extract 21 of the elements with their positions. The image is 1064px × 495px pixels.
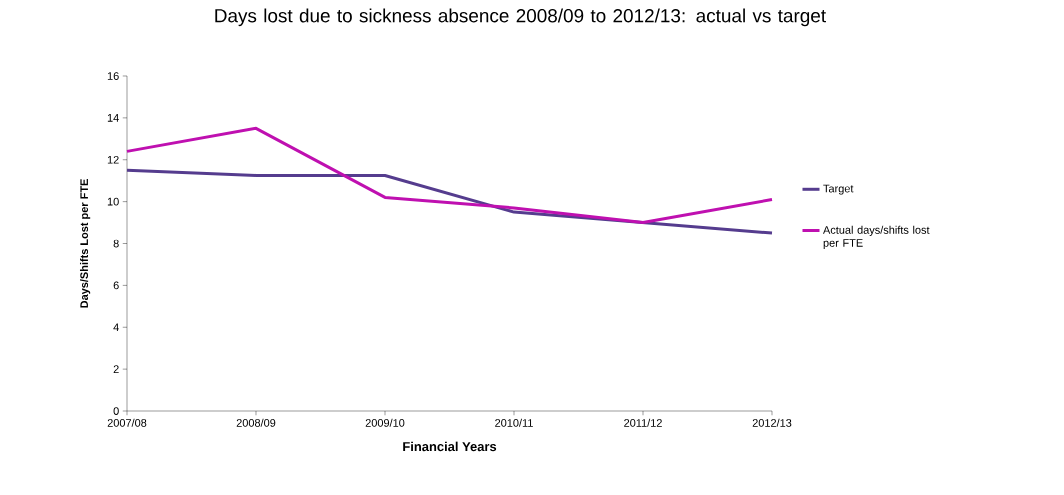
y-tick-label: 16 [107,72,119,80]
legend-label: Actual days/shifts lost per FTE [823,225,930,249]
legend-label: Target [823,184,854,195]
x-tick-label: 2009/10 [365,418,405,427]
x-axis-title: Financial Years [403,441,497,452]
line-series [125,126,774,225]
y-axis-title: Days/Shifts Lost per FTE [79,179,91,308]
y-tick-label: 0 [113,407,119,415]
x-tick-label: 2011/12 [624,418,662,427]
y-tick-label: 8 [113,239,119,248]
y-tick-label: 10 [107,197,119,206]
y-tick-label: 12 [107,155,119,164]
y-tick-label: 2 [113,365,119,373]
x-tick-label: 2007/08 [107,418,147,427]
x-tick-label: 2012/13 [752,418,792,427]
y-tick-label: 6 [113,281,119,290]
y-tick-label: 4 [113,323,119,332]
y-tick-label: 14 [107,114,119,122]
chart-title: Days lost due to sickness absence 2008/09 to 2012/13: actual vs target [215,8,826,27]
x-tick-label: 2008/09 [236,418,276,427]
x-tick-label: 2010/11 [495,418,533,427]
